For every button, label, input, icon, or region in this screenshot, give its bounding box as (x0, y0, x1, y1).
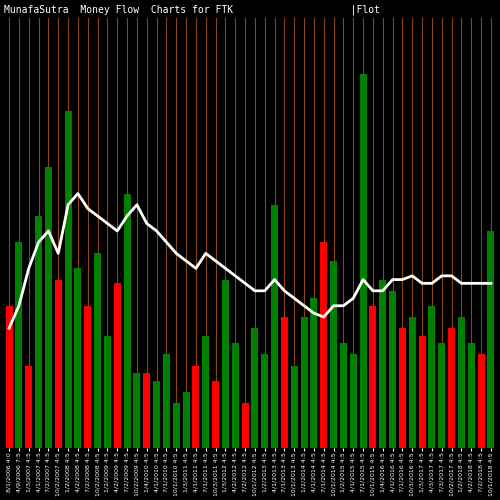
Bar (153, 380, 160, 448)
Bar (104, 336, 111, 448)
Bar (468, 343, 474, 448)
Bar (300, 317, 308, 448)
Bar (26, 366, 32, 448)
Bar (134, 373, 140, 448)
Bar (55, 280, 62, 448)
Bar (16, 242, 22, 448)
Bar (389, 291, 396, 448)
Bar (202, 336, 209, 448)
Bar (340, 343, 347, 448)
Bar (144, 373, 150, 448)
Bar (380, 280, 386, 448)
Bar (64, 111, 71, 448)
Bar (252, 328, 258, 448)
Bar (330, 261, 337, 448)
Bar (350, 354, 356, 448)
Bar (409, 317, 416, 448)
Bar (163, 354, 170, 448)
Bar (74, 268, 82, 448)
Bar (320, 242, 327, 448)
Bar (232, 343, 238, 448)
Bar (478, 354, 484, 448)
Bar (418, 336, 426, 448)
Bar (399, 328, 406, 448)
Bar (212, 380, 219, 448)
Bar (438, 343, 445, 448)
Bar (45, 168, 52, 448)
Bar (173, 403, 180, 448)
Text: MunafaSutra  Money Flow  Charts for FTK                    |Flot                : MunafaSutra Money Flow Charts for FTK |F… (4, 4, 500, 14)
Bar (222, 280, 229, 448)
Bar (448, 328, 455, 448)
Bar (428, 306, 436, 448)
Bar (291, 366, 298, 448)
Bar (114, 284, 120, 448)
Bar (281, 317, 288, 448)
Bar (488, 231, 494, 448)
Bar (94, 254, 101, 448)
Bar (124, 194, 130, 448)
Bar (262, 354, 268, 448)
Bar (242, 403, 248, 448)
Bar (458, 317, 465, 448)
Bar (192, 366, 200, 448)
Bar (6, 306, 12, 448)
Bar (370, 306, 376, 448)
Bar (271, 205, 278, 448)
Bar (310, 298, 318, 448)
Bar (360, 74, 366, 448)
Bar (182, 392, 190, 448)
Bar (84, 306, 91, 448)
Bar (35, 216, 42, 448)
